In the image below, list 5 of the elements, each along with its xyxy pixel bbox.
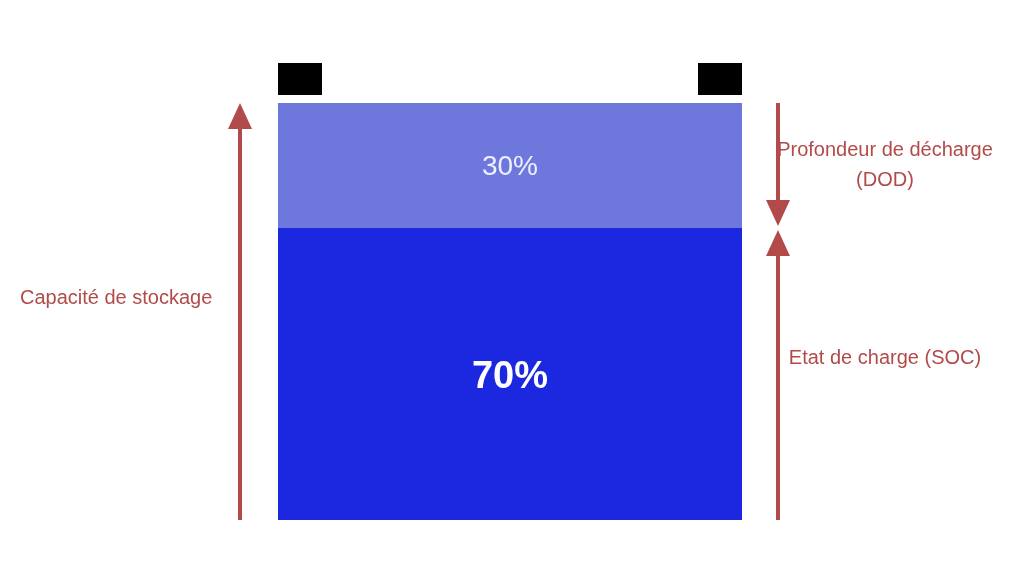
text: Capacité de stockage [20,284,214,310]
data-label: 30% [481,150,539,182]
data-label: 70% [471,353,549,396]
text: Profondeur de décharge (DOD) [776,136,994,192]
text: Etat de charge (SOC) [787,345,983,371]
